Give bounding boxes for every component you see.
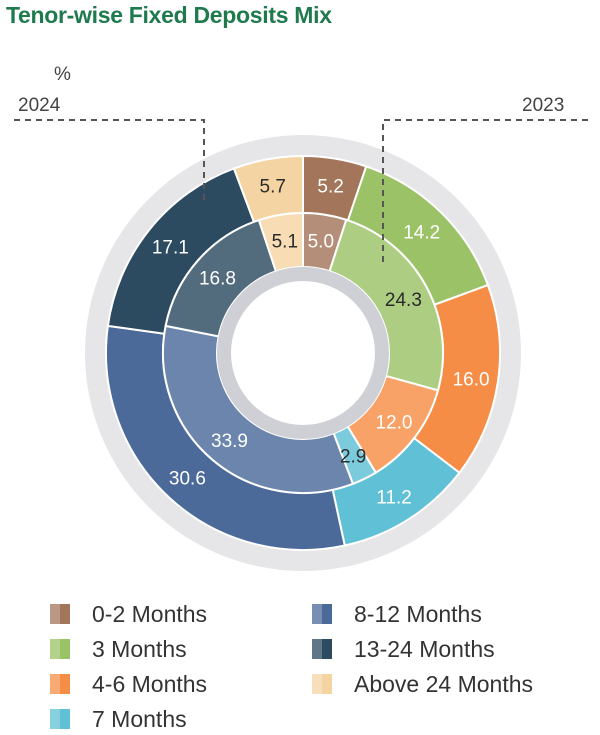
unit-label: %: [54, 64, 71, 85]
legend-swatch: [312, 674, 332, 694]
legend-swatch: [312, 604, 332, 624]
donut-chart: 5.2 14.2 16.0 11.2 30.6 17.1 5.7 5.0 24.3 12.0 2.9…: [14, 64, 588, 571]
2023-value-label-4-6-months: 16.0: [453, 370, 490, 391]
2023-value-label-above-24-months: 5.7: [260, 177, 286, 198]
legend-label: 8-12 Months: [354, 600, 482, 627]
legend-item-7-months: 7 Months: [50, 703, 187, 735]
callout-line-2023: [382, 119, 588, 262]
legend-label: 13-24 Months: [354, 635, 495, 662]
2023-value-label-8-12-months: 30.6: [169, 469, 206, 490]
legend-label: 3 Months: [92, 635, 187, 662]
legend-swatch: [50, 674, 70, 694]
legend-label: 4-6 Months: [92, 670, 208, 697]
legend-label: 0-2 Months: [92, 600, 208, 627]
legend-swatch: [50, 709, 70, 729]
legend-item-3-months: 3 Months: [50, 633, 187, 665]
2023-value-label-3-months: 14.2: [403, 222, 440, 243]
legend-item-4-6-months: 4-6 Months: [50, 668, 207, 700]
2024-value-label-13-24-months: 16.8: [199, 269, 236, 290]
legend-label: 7 Months: [92, 705, 187, 732]
legend-label: Above 24 Months: [354, 670, 534, 697]
chart-title: Tenor-wise Fixed Deposits Mix: [6, 2, 332, 28]
2023-value-label-0-2-months: 5.2: [317, 176, 343, 197]
legend-item-13-24-months: 13-24 Months: [312, 633, 495, 665]
legend-swatch: [50, 639, 70, 659]
center-hole: [231, 281, 375, 425]
2023-value-label-7-months: 11.2: [376, 488, 412, 509]
series-label-2024: 2024: [18, 95, 61, 116]
2024-value-label-0-2-months: 5.0: [308, 231, 334, 252]
legend-swatch: [50, 604, 70, 624]
2024-value-label-7-months: 2.9: [340, 446, 366, 467]
2024-value-label-3-months: 24.3: [385, 290, 422, 311]
legend-item-above-24-months: Above 24 Months: [312, 668, 533, 700]
legend-item-0-2-months: 0-2 Months: [50, 598, 207, 630]
2023-value-label-13-24-months: 17.1: [152, 238, 189, 259]
legend-swatch: [312, 639, 332, 659]
series-label-2023: 2023: [522, 95, 564, 116]
callout-line-2024: [14, 119, 205, 200]
2024-value-label-4-6-months: 12.0: [375, 413, 412, 434]
2024-value-label-above-24-months: 5.1: [272, 231, 298, 252]
2024-value-label-8-12-months: 33.9: [211, 431, 248, 452]
legend-item-8-12-months: 8-12 Months: [312, 598, 482, 630]
